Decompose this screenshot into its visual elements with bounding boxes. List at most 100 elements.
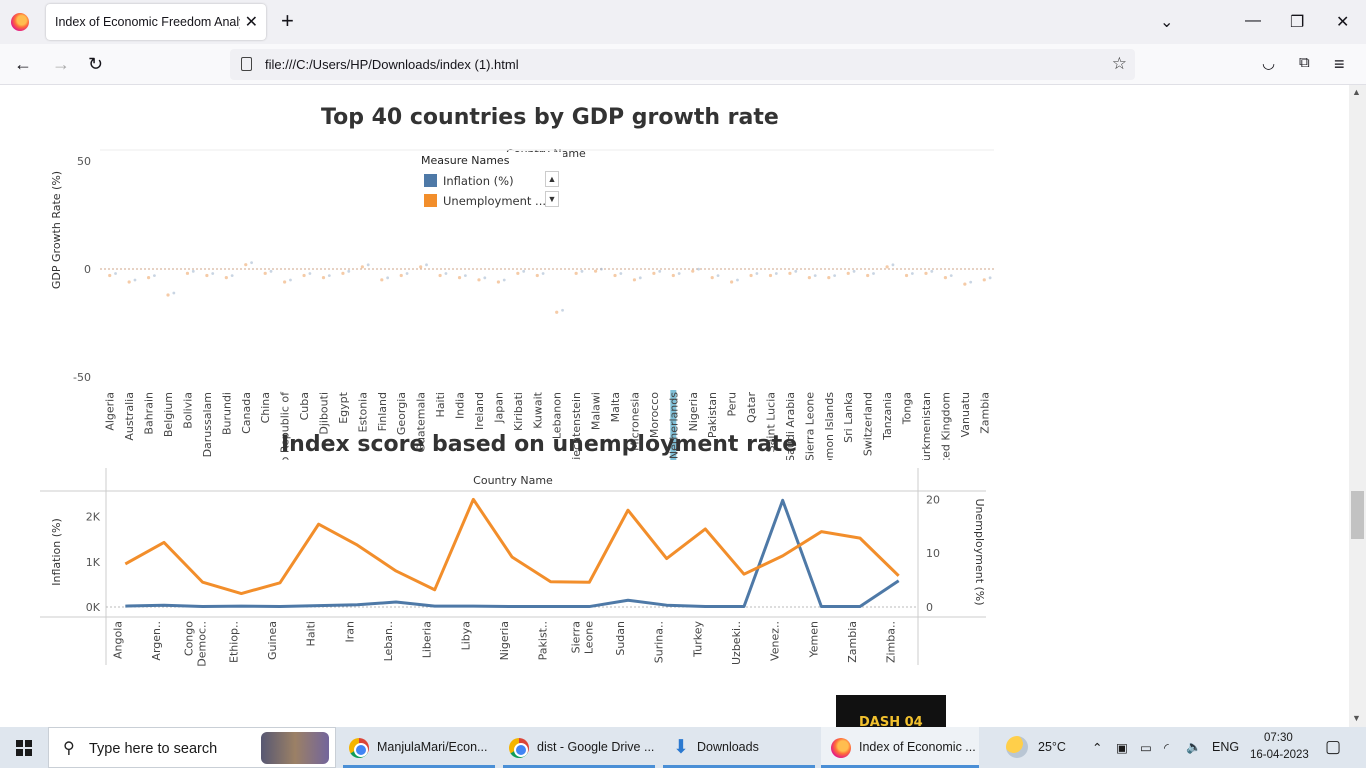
weather-temperature[interactable]: 25°C (1038, 740, 1066, 754)
chart1-point (658, 269, 662, 273)
chart1-y-tick: -50 (73, 371, 91, 384)
chart2-category-label: Sudan (614, 621, 627, 656)
scrollbar-thumb[interactable] (1351, 491, 1364, 539)
chart1-category-label: Turkmenistan (920, 392, 933, 460)
chart1-point (302, 273, 306, 278)
legend-scroll-up-icon[interactable]: ▲ (545, 171, 559, 187)
back-icon[interactable]: ← (14, 54, 32, 74)
list-all-tabs-icon[interactable]: ⌄ (1160, 14, 1174, 31)
chart1-point (496, 280, 501, 284)
chart2-category-label: Yemen (807, 621, 820, 659)
chart2-category-label: Democ.. (196, 621, 209, 667)
menu-icon[interactable]: ≡ (1334, 54, 1345, 74)
chart2-category-label: Argen.. (150, 621, 163, 661)
scroll-down-icon[interactable]: ▼ (1352, 713, 1361, 723)
reload-icon[interactable]: ↻ (88, 54, 104, 74)
legend-item-inflation[interactable]: Inflation (%) (424, 174, 514, 188)
bookmark-star-icon[interactable]: ☆ (1111, 54, 1127, 73)
search-icon: ⚲ (63, 740, 75, 757)
chart1-point (172, 291, 176, 295)
volume-icon[interactable]: 🔈 (1186, 740, 1202, 754)
chart1-point (146, 276, 151, 280)
chart1-point (366, 263, 370, 267)
chart2-series-inflation (125, 498, 900, 609)
chart1-point (691, 269, 695, 273)
chart1-point (341, 271, 345, 275)
url-text[interactable]: file:///C:/Users/HP/Downloads/index (1).… (265, 57, 519, 72)
dashboard-button[interactable]: DASH 04 (836, 695, 946, 727)
search-highlight-image (261, 732, 329, 764)
download-folder-icon: ⬇ (673, 737, 689, 758)
legend-item-unemployment[interactable]: Unemployment ... (424, 194, 546, 208)
taskbar-item-chrome-github[interactable]: ManjulaMari/Econ... (343, 727, 495, 768)
chart1-point (988, 276, 992, 280)
legend-scroll-down-icon[interactable]: ▼ (545, 191, 559, 207)
page-content: Top 40 countries by GDP growth rate Coun… (0, 85, 1349, 727)
chart1-point (949, 274, 953, 278)
chart1-point (399, 273, 403, 278)
chart1-category-label: Egypt (337, 391, 350, 423)
chart1-point (405, 272, 409, 275)
chart1-highlight-bar (670, 390, 677, 460)
battery-icon[interactable]: ▭ (1140, 741, 1152, 755)
show-hidden-icons-icon[interactable]: ⌃ (1092, 741, 1103, 755)
chart1-point (768, 273, 773, 278)
chart1-point (438, 273, 442, 278)
camera-icon[interactable]: ▣ (1116, 741, 1128, 755)
weather-icon[interactable] (1006, 736, 1028, 758)
chart1-point (419, 265, 423, 269)
chart1-point (846, 271, 850, 275)
chart2-y-tick-right: 20 (926, 493, 940, 506)
taskbar-item-firefox[interactable]: Index of Economic ... (821, 727, 979, 768)
chart1-category-label: Nigeria (687, 392, 700, 431)
language-indicator[interactable]: ENG (1212, 740, 1240, 754)
minimize-icon[interactable]: — (1245, 12, 1261, 29)
chart1-point (516, 271, 520, 275)
clock-date[interactable]: 16-04-2023 (1250, 749, 1309, 761)
url-bar[interactable]: file:///C:/Users/HP/Downloads/index (1).… (230, 49, 1135, 80)
chart1-category-label: Lebanon (551, 392, 564, 439)
forward-icon[interactable]: → (52, 54, 70, 74)
wifi-icon[interactable]: ◜ (1164, 741, 1169, 755)
taskbar-item-chrome-drive[interactable]: dist - Google Drive ... (503, 727, 655, 768)
firefox-icon[interactable] (11, 13, 29, 31)
window-close-icon[interactable]: ✕ (1336, 14, 1350, 31)
chart1-point (502, 278, 506, 282)
taskbar-item-downloads[interactable]: ⬇ Downloads (663, 727, 815, 768)
chart2-category-label: Pakist.. (537, 621, 550, 660)
chart1-category-label: Vanuatu (959, 392, 972, 437)
chart2-y-tick-right: 0 (926, 601, 933, 614)
windows-start-icon[interactable] (16, 740, 32, 756)
chart1-category-label: Ireland (473, 392, 486, 430)
clock-time[interactable]: 07:30 (1264, 732, 1293, 744)
chart2-y-tick: 2K (86, 511, 101, 524)
scroll-up-icon[interactable]: ▲ (1352, 87, 1361, 97)
running-indicator (343, 765, 495, 768)
pocket-icon[interactable]: ◡ (1262, 55, 1276, 72)
chart2-series-unemployment (124, 497, 900, 596)
extensions-icon[interactable]: ⧉ (1299, 54, 1310, 71)
chart2-category-label: Nigeria (498, 621, 511, 660)
chart1-point (555, 310, 559, 314)
chart1-point (308, 272, 312, 275)
chart1-point (483, 276, 487, 280)
browser-tab-active[interactable]: Index of Economic Freedom Analysis ✕ (46, 4, 266, 40)
chart1-point (963, 282, 967, 286)
notifications-icon[interactable]: ▢ (1325, 737, 1342, 756)
chart1-category-label: Qatar (745, 392, 758, 423)
chart1-point (380, 278, 384, 282)
restore-icon[interactable]: ❐ (1290, 14, 1305, 31)
chart1-point (924, 271, 928, 275)
chart1-category-label: Kiribati (512, 392, 525, 431)
tab-close-icon[interactable]: ✕ (244, 14, 258, 31)
taskbar-search-box[interactable]: ⚲ Type here to search (48, 727, 336, 768)
chart1-point (321, 276, 326, 280)
page-scrollbar[interactable]: ▲ ▼ (1349, 85, 1366, 727)
chart1-point (580, 269, 584, 273)
chart1-point (872, 272, 875, 275)
new-tab-icon[interactable]: + (281, 8, 294, 33)
chart2-category-label: Uzbeki.. (730, 621, 743, 665)
chart1-category-label: Sierra Leone (803, 392, 816, 460)
chart1-category-label: Tanzania (881, 392, 894, 441)
chart1-category-label: Micronesia (628, 392, 641, 451)
